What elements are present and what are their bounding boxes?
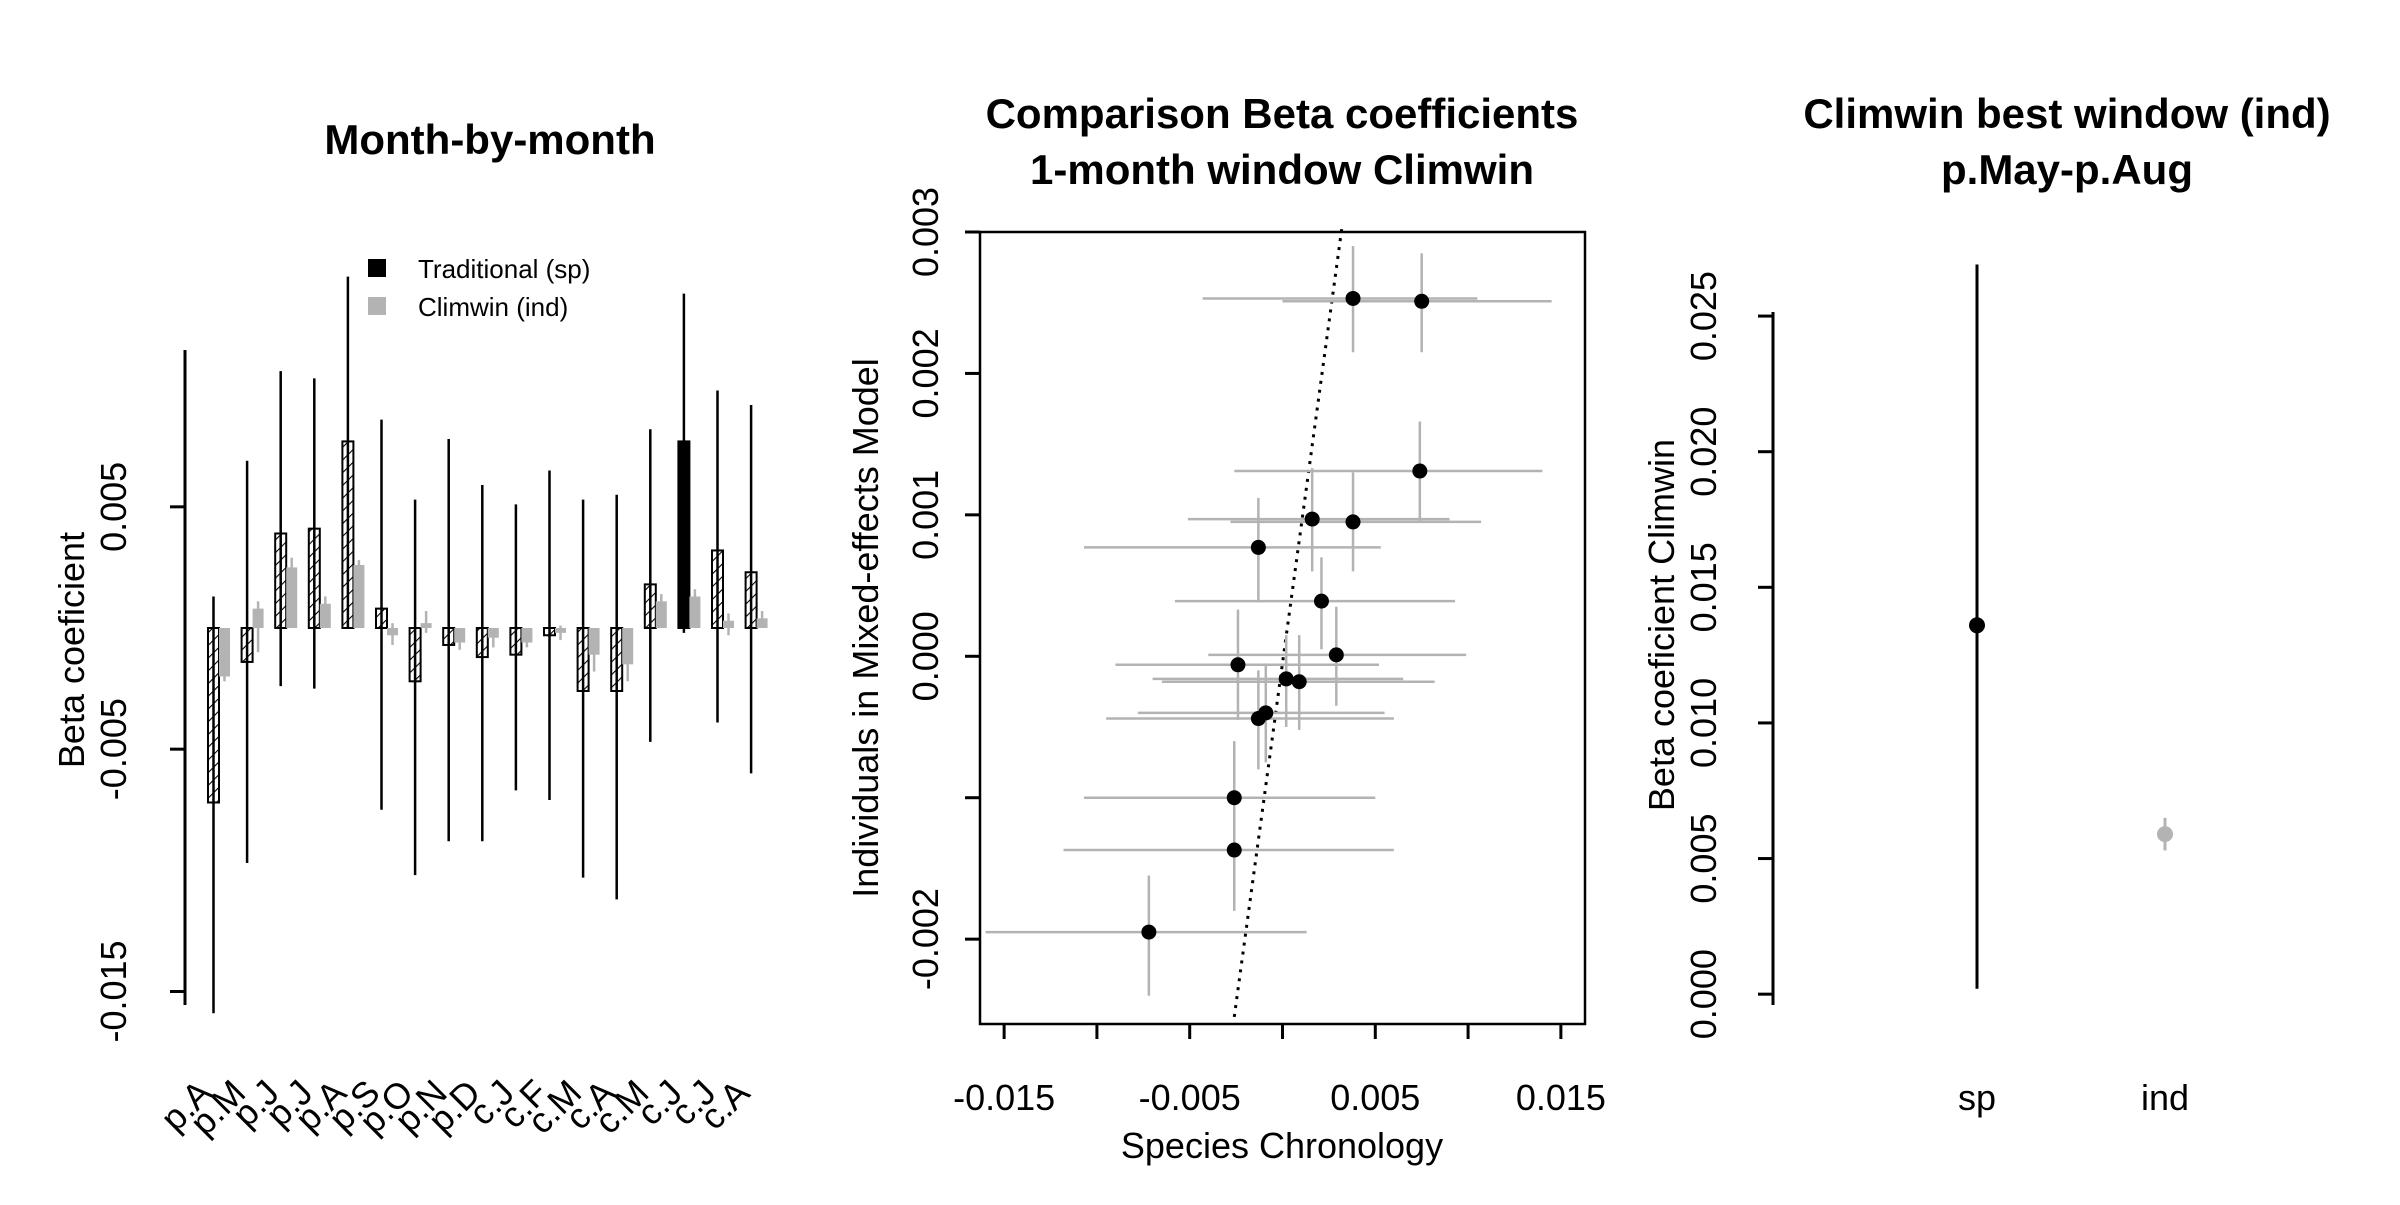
panel2-x-tick-label: 0.015	[1516, 1077, 1606, 1118]
panel2-y-axis-label: Individuals in Mixed-effects Model	[845, 358, 886, 898]
data-point	[1345, 514, 1361, 530]
panel1-y-tick-label: 0.005	[93, 462, 134, 552]
panel-month-by-month: Month-by-month Beta coeficient -0.015-0.…	[51, 116, 768, 1143]
panel3-category-label: sp	[1958, 1077, 1996, 1118]
panel2-x-axis-label: Species Chronology	[1121, 1125, 1443, 1166]
panel1-title: Month-by-month	[324, 116, 655, 163]
panel2-plot-box	[978, 230, 1587, 1026]
panel1-legend: Traditional (sp) Climwin (ind)	[368, 254, 590, 322]
data-point	[1313, 593, 1329, 609]
legend-swatch-traditional	[368, 259, 386, 277]
panel3-title: Climwin best window (ind)	[1803, 90, 2330, 137]
panel2-fit-line	[1232, 227, 1344, 1018]
data-point	[1328, 647, 1344, 663]
panel1-y-tick-label: -0.015	[93, 940, 134, 1042]
data-point	[1141, 924, 1157, 940]
data-point	[1345, 290, 1361, 306]
panel1-y-axis-label: Beta coeficient	[51, 532, 92, 768]
panel2-subtitle: 1-month window Climwin	[1030, 146, 1534, 193]
panel3-category-label: ind	[2141, 1077, 2189, 1118]
bar-climwin	[689, 596, 701, 628]
panel3-y-tick-label: 0.025	[1683, 271, 1724, 361]
data-point	[1226, 790, 1242, 806]
panel2-points	[985, 246, 1552, 996]
panel2-y-tick-label: -0.002	[905, 888, 946, 990]
panel2-x-ticks: -0.015 -0.005 0.005 0.015	[953, 1024, 1606, 1118]
bar-climwin	[655, 601, 667, 628]
panel-comparison: Comparison Beta coefficients 1-month win…	[845, 90, 1606, 1166]
panel-best-window: Climwin best window (ind) p.May-p.Aug Be…	[1641, 90, 2331, 1118]
data-point	[1291, 674, 1307, 690]
panel3-y-tick-label: 0.020	[1683, 407, 1724, 497]
panel3-x-tick-labels: sp ind	[1958, 1077, 2189, 1118]
panel3-y-ticks: 0.000 0.005 0.010 0.015 0.020 0.025	[1683, 271, 1773, 1039]
legend-label-climwin: Climwin (ind)	[418, 292, 568, 322]
data-point	[1250, 711, 1266, 727]
panel2-x-tick-label: 0.005	[1330, 1077, 1420, 1118]
point-ind	[2157, 826, 2173, 843]
panel3-subtitle: p.May-p.Aug	[1941, 146, 2193, 193]
point-sp	[1969, 617, 1985, 634]
panel2-y-tick-label: 0.001	[905, 470, 946, 560]
panel2-y-tick-label: 0.000	[905, 611, 946, 701]
panel3-y-tick-label: 0.015	[1683, 542, 1724, 632]
legend-label-traditional: Traditional (sp)	[418, 254, 590, 284]
data-point	[1278, 671, 1294, 687]
panel2-y-tick-label: 0.003	[905, 187, 946, 277]
panel1-x-tick-labels: p.Ap.Mp.Jp.Jp.Ap.Sp.Op.Np.Dc.Jc.Fc.Mc.Ac…	[152, 1072, 757, 1143]
legend-swatch-climwin	[368, 297, 386, 315]
data-point	[1250, 539, 1266, 555]
panel2-title: Comparison Beta coefficients	[986, 90, 1579, 137]
fit-line	[1232, 227, 1344, 1018]
panel1-bars	[207, 276, 768, 1014]
data-point	[1226, 842, 1242, 858]
panel3-y-tick-label: 0.000	[1683, 949, 1724, 1039]
data-point	[1304, 511, 1320, 527]
data-point	[1412, 463, 1428, 479]
panel3-points	[1969, 264, 2173, 989]
bar-climwin	[319, 603, 331, 628]
panel3-y-tick-label: 0.005	[1683, 814, 1724, 904]
panel2-y-tick-label: 0.002	[905, 328, 946, 418]
panel2-x-tick-label: -0.015	[953, 1077, 1055, 1118]
data-point	[1414, 293, 1430, 309]
panel2-x-tick-label: -0.005	[1139, 1077, 1241, 1118]
bar-climwin	[219, 628, 230, 677]
panel3-y-tick-label: 0.010	[1683, 678, 1724, 768]
panel3-y-axis-label: Beta coeficient Climwin	[1641, 439, 1682, 811]
panel1-y-tick-label: -0.005	[93, 698, 134, 800]
panel2-y-ticks: -0.002 0.000 0.001 0.002 0.003	[905, 187, 980, 990]
panel1-y-ticks: -0.015 -0.005 0.005	[93, 462, 185, 1043]
data-point	[1230, 657, 1246, 673]
